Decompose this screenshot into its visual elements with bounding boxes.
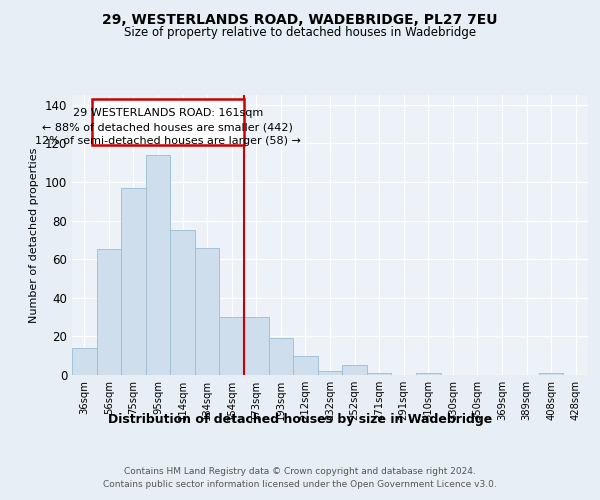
Bar xyxy=(121,188,146,375)
Text: 29, WESTERLANDS ROAD, WADEBRIDGE, PL27 7EU: 29, WESTERLANDS ROAD, WADEBRIDGE, PL27 7… xyxy=(102,12,498,26)
Bar xyxy=(244,317,269,375)
Bar xyxy=(318,371,342,375)
FancyBboxPatch shape xyxy=(92,99,244,145)
Bar xyxy=(97,250,121,375)
Bar xyxy=(539,373,563,375)
Text: 12% of semi-detached houses are larger (58) →: 12% of semi-detached houses are larger (… xyxy=(35,136,301,145)
Bar xyxy=(269,338,293,375)
Text: Contains public sector information licensed under the Open Government Licence v3: Contains public sector information licen… xyxy=(103,480,497,489)
Bar xyxy=(293,356,318,375)
Text: Contains HM Land Registry data © Crown copyright and database right 2024.: Contains HM Land Registry data © Crown c… xyxy=(124,468,476,476)
Text: Distribution of detached houses by size in Wadebridge: Distribution of detached houses by size … xyxy=(108,412,492,426)
Text: ← 88% of detached houses are smaller (442): ← 88% of detached houses are smaller (44… xyxy=(43,122,293,132)
Y-axis label: Number of detached properties: Number of detached properties xyxy=(29,148,39,322)
Bar xyxy=(72,348,97,375)
Bar xyxy=(342,366,367,375)
Text: Size of property relative to detached houses in Wadebridge: Size of property relative to detached ho… xyxy=(124,26,476,39)
Bar xyxy=(220,317,244,375)
Text: 29 WESTERLANDS ROAD: 161sqm: 29 WESTERLANDS ROAD: 161sqm xyxy=(73,108,263,118)
Bar xyxy=(416,373,440,375)
Bar xyxy=(170,230,195,375)
Bar xyxy=(367,373,391,375)
Bar xyxy=(146,155,170,375)
Bar xyxy=(195,248,220,375)
